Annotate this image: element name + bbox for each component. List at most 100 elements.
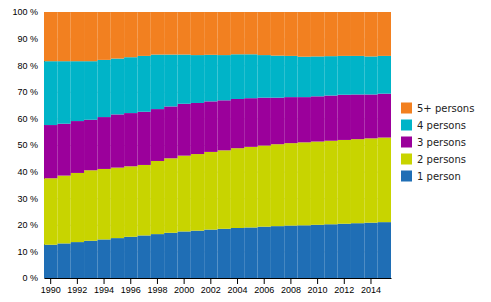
bar bbox=[71, 12, 84, 61]
bar bbox=[338, 12, 351, 56]
bar bbox=[111, 238, 124, 278]
bar bbox=[244, 12, 257, 54]
bar bbox=[284, 56, 297, 97]
bar bbox=[84, 12, 97, 61]
y-tick-label: 70 % bbox=[17, 87, 38, 97]
bar bbox=[351, 223, 364, 278]
x-tick: 1990 bbox=[41, 278, 61, 295]
bar bbox=[177, 156, 190, 232]
bar bbox=[364, 56, 377, 94]
legend-swatch bbox=[401, 154, 412, 165]
bar bbox=[351, 139, 364, 223]
bar bbox=[271, 56, 284, 98]
bar bbox=[124, 12, 137, 57]
bar bbox=[84, 170, 97, 240]
bar bbox=[284, 143, 297, 225]
bar bbox=[378, 222, 391, 278]
bar bbox=[111, 59, 124, 115]
x-tick-label: 2002 bbox=[201, 285, 221, 295]
legend-label: 4 persons bbox=[417, 120, 466, 131]
y-tick-label: 20 % bbox=[17, 220, 38, 230]
bar bbox=[244, 227, 257, 278]
x-tick-label: 2010 bbox=[308, 285, 328, 295]
bar bbox=[351, 12, 364, 56]
bar bbox=[164, 55, 177, 107]
bar bbox=[204, 55, 217, 102]
bar bbox=[191, 231, 204, 278]
bar bbox=[338, 56, 351, 95]
legend-item: 1 person bbox=[401, 171, 461, 182]
bar bbox=[271, 12, 284, 56]
x-tick: 1992 bbox=[67, 278, 87, 295]
legend-swatch bbox=[401, 137, 412, 148]
y-tick-label: 40 % bbox=[17, 167, 38, 177]
x-axis: 1990199219941996199820002002200420062008… bbox=[41, 278, 392, 295]
bar bbox=[258, 146, 271, 227]
y-tick-label: 0 % bbox=[22, 273, 38, 283]
bar bbox=[298, 142, 311, 225]
bar bbox=[177, 55, 190, 104]
y-tick-label: 100 % bbox=[12, 7, 38, 17]
bar bbox=[71, 242, 84, 278]
bar bbox=[111, 12, 124, 59]
bar bbox=[284, 12, 297, 56]
bar bbox=[124, 57, 137, 113]
bar bbox=[177, 104, 190, 156]
bar bbox=[298, 57, 311, 97]
bar bbox=[271, 144, 284, 226]
bar bbox=[364, 12, 377, 56]
x-tick: 1994 bbox=[94, 278, 114, 295]
tick-mark bbox=[50, 278, 51, 284]
x-tick: 2002 bbox=[201, 278, 221, 295]
legend-label: 5+ persons bbox=[417, 103, 474, 114]
bar bbox=[84, 241, 97, 278]
bar bbox=[258, 227, 271, 278]
tick-mark bbox=[77, 278, 78, 284]
bar bbox=[191, 12, 204, 55]
tick-mark bbox=[104, 278, 105, 284]
bar bbox=[244, 98, 257, 147]
bar bbox=[111, 168, 124, 238]
bar bbox=[44, 245, 57, 278]
bar bbox=[97, 169, 110, 239]
bar bbox=[218, 12, 231, 55]
x-tick-label: 2000 bbox=[174, 285, 194, 295]
tick-mark bbox=[264, 278, 265, 284]
legend-item: 4 persons bbox=[401, 120, 466, 131]
bars bbox=[44, 12, 391, 278]
bar bbox=[311, 142, 324, 225]
bar bbox=[204, 101, 217, 152]
bar bbox=[324, 224, 337, 278]
bar bbox=[218, 100, 231, 150]
bar bbox=[151, 109, 164, 161]
bar bbox=[124, 166, 137, 236]
x-tick-label: 2006 bbox=[254, 285, 274, 295]
legend-swatch bbox=[401, 120, 412, 131]
bar bbox=[164, 12, 177, 55]
bar bbox=[338, 95, 351, 140]
x-tick: 1996 bbox=[121, 278, 141, 295]
bar bbox=[191, 55, 204, 103]
bar bbox=[324, 96, 337, 141]
y-tick-label: 60 % bbox=[17, 114, 38, 124]
tick-mark bbox=[237, 278, 238, 284]
y-tick-label: 50 % bbox=[17, 140, 38, 150]
bar bbox=[364, 94, 377, 138]
bar bbox=[57, 124, 70, 176]
bar bbox=[151, 161, 164, 234]
x-tick: 2012 bbox=[334, 278, 354, 295]
y-axis-line bbox=[45, 13, 392, 279]
grid-line bbox=[44, 278, 391, 279]
legend-item: 2 persons bbox=[401, 154, 466, 165]
chart-container: 0 %10 %20 %30 %40 %50 %60 %70 %80 %90 %1… bbox=[0, 0, 491, 302]
bar bbox=[351, 56, 364, 95]
bar bbox=[164, 106, 177, 158]
legend-item: 5+ persons bbox=[401, 103, 474, 114]
x-tick-label: 1992 bbox=[67, 285, 87, 295]
bar bbox=[231, 54, 244, 99]
bar bbox=[231, 228, 244, 278]
bar bbox=[137, 165, 150, 235]
bar bbox=[57, 12, 70, 61]
bar bbox=[311, 96, 324, 141]
bar bbox=[284, 97, 297, 143]
